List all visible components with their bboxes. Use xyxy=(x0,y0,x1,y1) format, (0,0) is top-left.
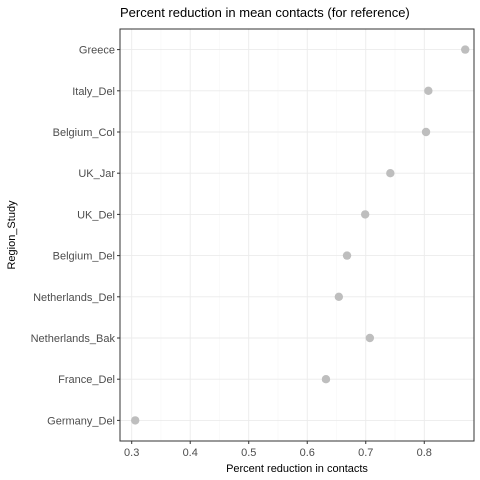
data-point-belgium-col xyxy=(422,128,430,136)
grid xyxy=(120,29,474,441)
y-tick-label: Italy_Del xyxy=(72,86,115,98)
y-tick-label: UK_Del xyxy=(77,209,115,221)
data-point-uk-jar xyxy=(386,169,394,177)
data-point-greece xyxy=(461,45,469,53)
y-tick-label: Germany_Del xyxy=(47,415,115,427)
x-tick-label: 0.4 xyxy=(183,447,198,459)
data-point-italy-del xyxy=(424,87,432,95)
x-axis-title: Percent reduction in contacts xyxy=(226,463,368,475)
y-axis: Greece Italy_Del Belgium_Col UK_Jar UK_Del Be… xyxy=(31,45,120,428)
data-point-germany-del xyxy=(131,416,139,424)
data-point-france-del xyxy=(322,375,330,383)
data-point-netherlands-del xyxy=(335,293,343,301)
x-tick-label: 0.3 xyxy=(124,447,139,459)
x-axis: 0.3 0.4 0.5 0.6 0.7 0.8 xyxy=(124,441,432,459)
y-tick-label: Netherlands_Bak xyxy=(31,333,116,345)
data-point-uk-del xyxy=(361,210,369,218)
data-point-belgium-del xyxy=(343,251,351,259)
y-tick-label: Belgium_Del xyxy=(53,251,115,263)
x-tick-label: 0.5 xyxy=(241,447,256,459)
data-points xyxy=(131,45,469,424)
y-tick-label: Belgium_Col xyxy=(53,127,115,139)
data-point-netherlands-bak xyxy=(366,334,374,342)
x-tick-label: 0.8 xyxy=(417,447,432,459)
x-tick-label: 0.6 xyxy=(300,447,315,459)
y-tick-label: Greece xyxy=(79,45,115,57)
y-tick-label: France_Del xyxy=(58,374,115,386)
y-tick-label: Netherlands_Del xyxy=(33,292,115,304)
y-axis-title: Region_Study xyxy=(6,200,18,270)
y-tick-label: UK_Jar xyxy=(78,168,115,180)
chart-title: Percent reduction in mean contacts (for … xyxy=(120,5,410,20)
x-tick-label: 0.7 xyxy=(358,447,373,459)
